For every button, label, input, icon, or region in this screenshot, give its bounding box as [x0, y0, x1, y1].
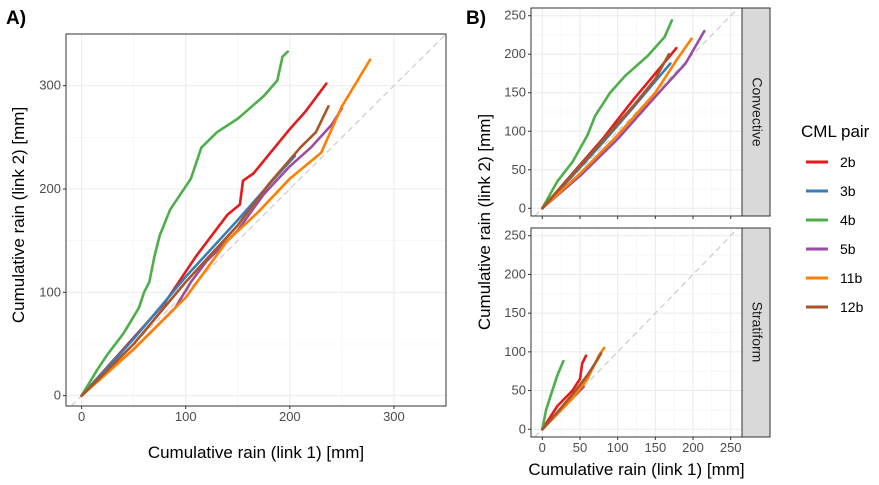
series-line-4b: [541, 359, 565, 431]
x-tick-label: 250: [720, 440, 742, 455]
panel-label-a: A): [6, 8, 26, 29]
series-line-12b: [541, 352, 603, 431]
x-tick-label: 50: [573, 440, 587, 455]
x-tick-label: 200: [279, 409, 301, 424]
x-tick-label: 100: [175, 409, 197, 424]
legend-label-12b: 12b: [840, 299, 864, 315]
legend-title: CML pair: [801, 122, 870, 141]
series-line-11b: [541, 37, 693, 210]
y-tick-label: 0: [519, 421, 526, 436]
series-line-4b: [541, 19, 674, 210]
y-tick-label: 100: [504, 344, 526, 359]
y-tick-label: 50: [512, 383, 526, 398]
x-tick-label: 200: [682, 440, 704, 455]
facet-strip-stratiform: Stratiform: [741, 227, 771, 438]
y-tick-label: 250: [504, 8, 526, 23]
x-axis-label: Cumulative rain (link 1) [mm]: [528, 460, 744, 479]
y-axis-label: Cumulative rain (link 2) [mm]: [9, 107, 28, 323]
x-tick-label: 150: [644, 440, 666, 455]
plot-panel-b-convective: 0 50 100 150 200 250: [504, 7, 743, 219]
series-line-4b: [80, 50, 290, 397]
y-tick-label: 200: [504, 266, 526, 281]
panel-label-b: B): [466, 8, 486, 29]
series-line-2b: [541, 354, 588, 431]
plot-panel-a: 0 100 200 300 0 100 200 300 Cumulative rain (lin…: [9, 33, 447, 462]
facet-strip-convective: Convective: [741, 7, 771, 217]
one-to-one-line: [534, 227, 739, 438]
y-axis-label: Cumulative rain (link 2) [mm]: [475, 114, 494, 330]
x-tick-label: 0: [539, 440, 546, 455]
plot-panel-b-stratiform: 0 50 100 150 200 250 0 50 100 150 200 250 Cumulative…: [475, 114, 745, 479]
y-tick-label: 100: [504, 123, 526, 138]
one-to-one-line: [70, 33, 447, 407]
facet-label-stratiform: Stratiform: [749, 302, 765, 363]
series-line-11b: [80, 58, 372, 397]
facet-label-convective: Convective: [749, 77, 765, 146]
series-line-5b: [541, 29, 706, 210]
x-axis-label: Cumulative rain (link 1) [mm]: [148, 443, 364, 462]
y-tick-label: 0: [519, 200, 526, 215]
y-tick-label: 300: [39, 78, 61, 93]
legend: CML pair 2b 3b 4b 5b 11b 12b: [801, 122, 870, 315]
y-tick-label: 200: [504, 46, 526, 61]
x-tick-label: 0: [78, 409, 85, 424]
y-tick-label: 100: [39, 284, 61, 299]
legend-label-2b: 2b: [840, 154, 856, 170]
x-tick-label: 100: [607, 440, 629, 455]
series-line-12b: [80, 105, 330, 397]
y-tick-label: 200: [39, 181, 61, 196]
y-tick-label: 250: [504, 228, 526, 243]
y-tick-label: 0: [54, 388, 61, 403]
y-tick-label: 50: [512, 162, 526, 177]
legend-label-5b: 5b: [840, 241, 856, 257]
y-tick-label: 150: [504, 305, 526, 320]
series-line-12b: [541, 52, 671, 210]
legend-label-4b: 4b: [840, 212, 856, 228]
x-tick-label: 300: [383, 409, 405, 424]
legend-label-11b: 11b: [840, 270, 863, 286]
legend-label-3b: 3b: [840, 183, 856, 199]
y-tick-label: 150: [504, 85, 526, 100]
